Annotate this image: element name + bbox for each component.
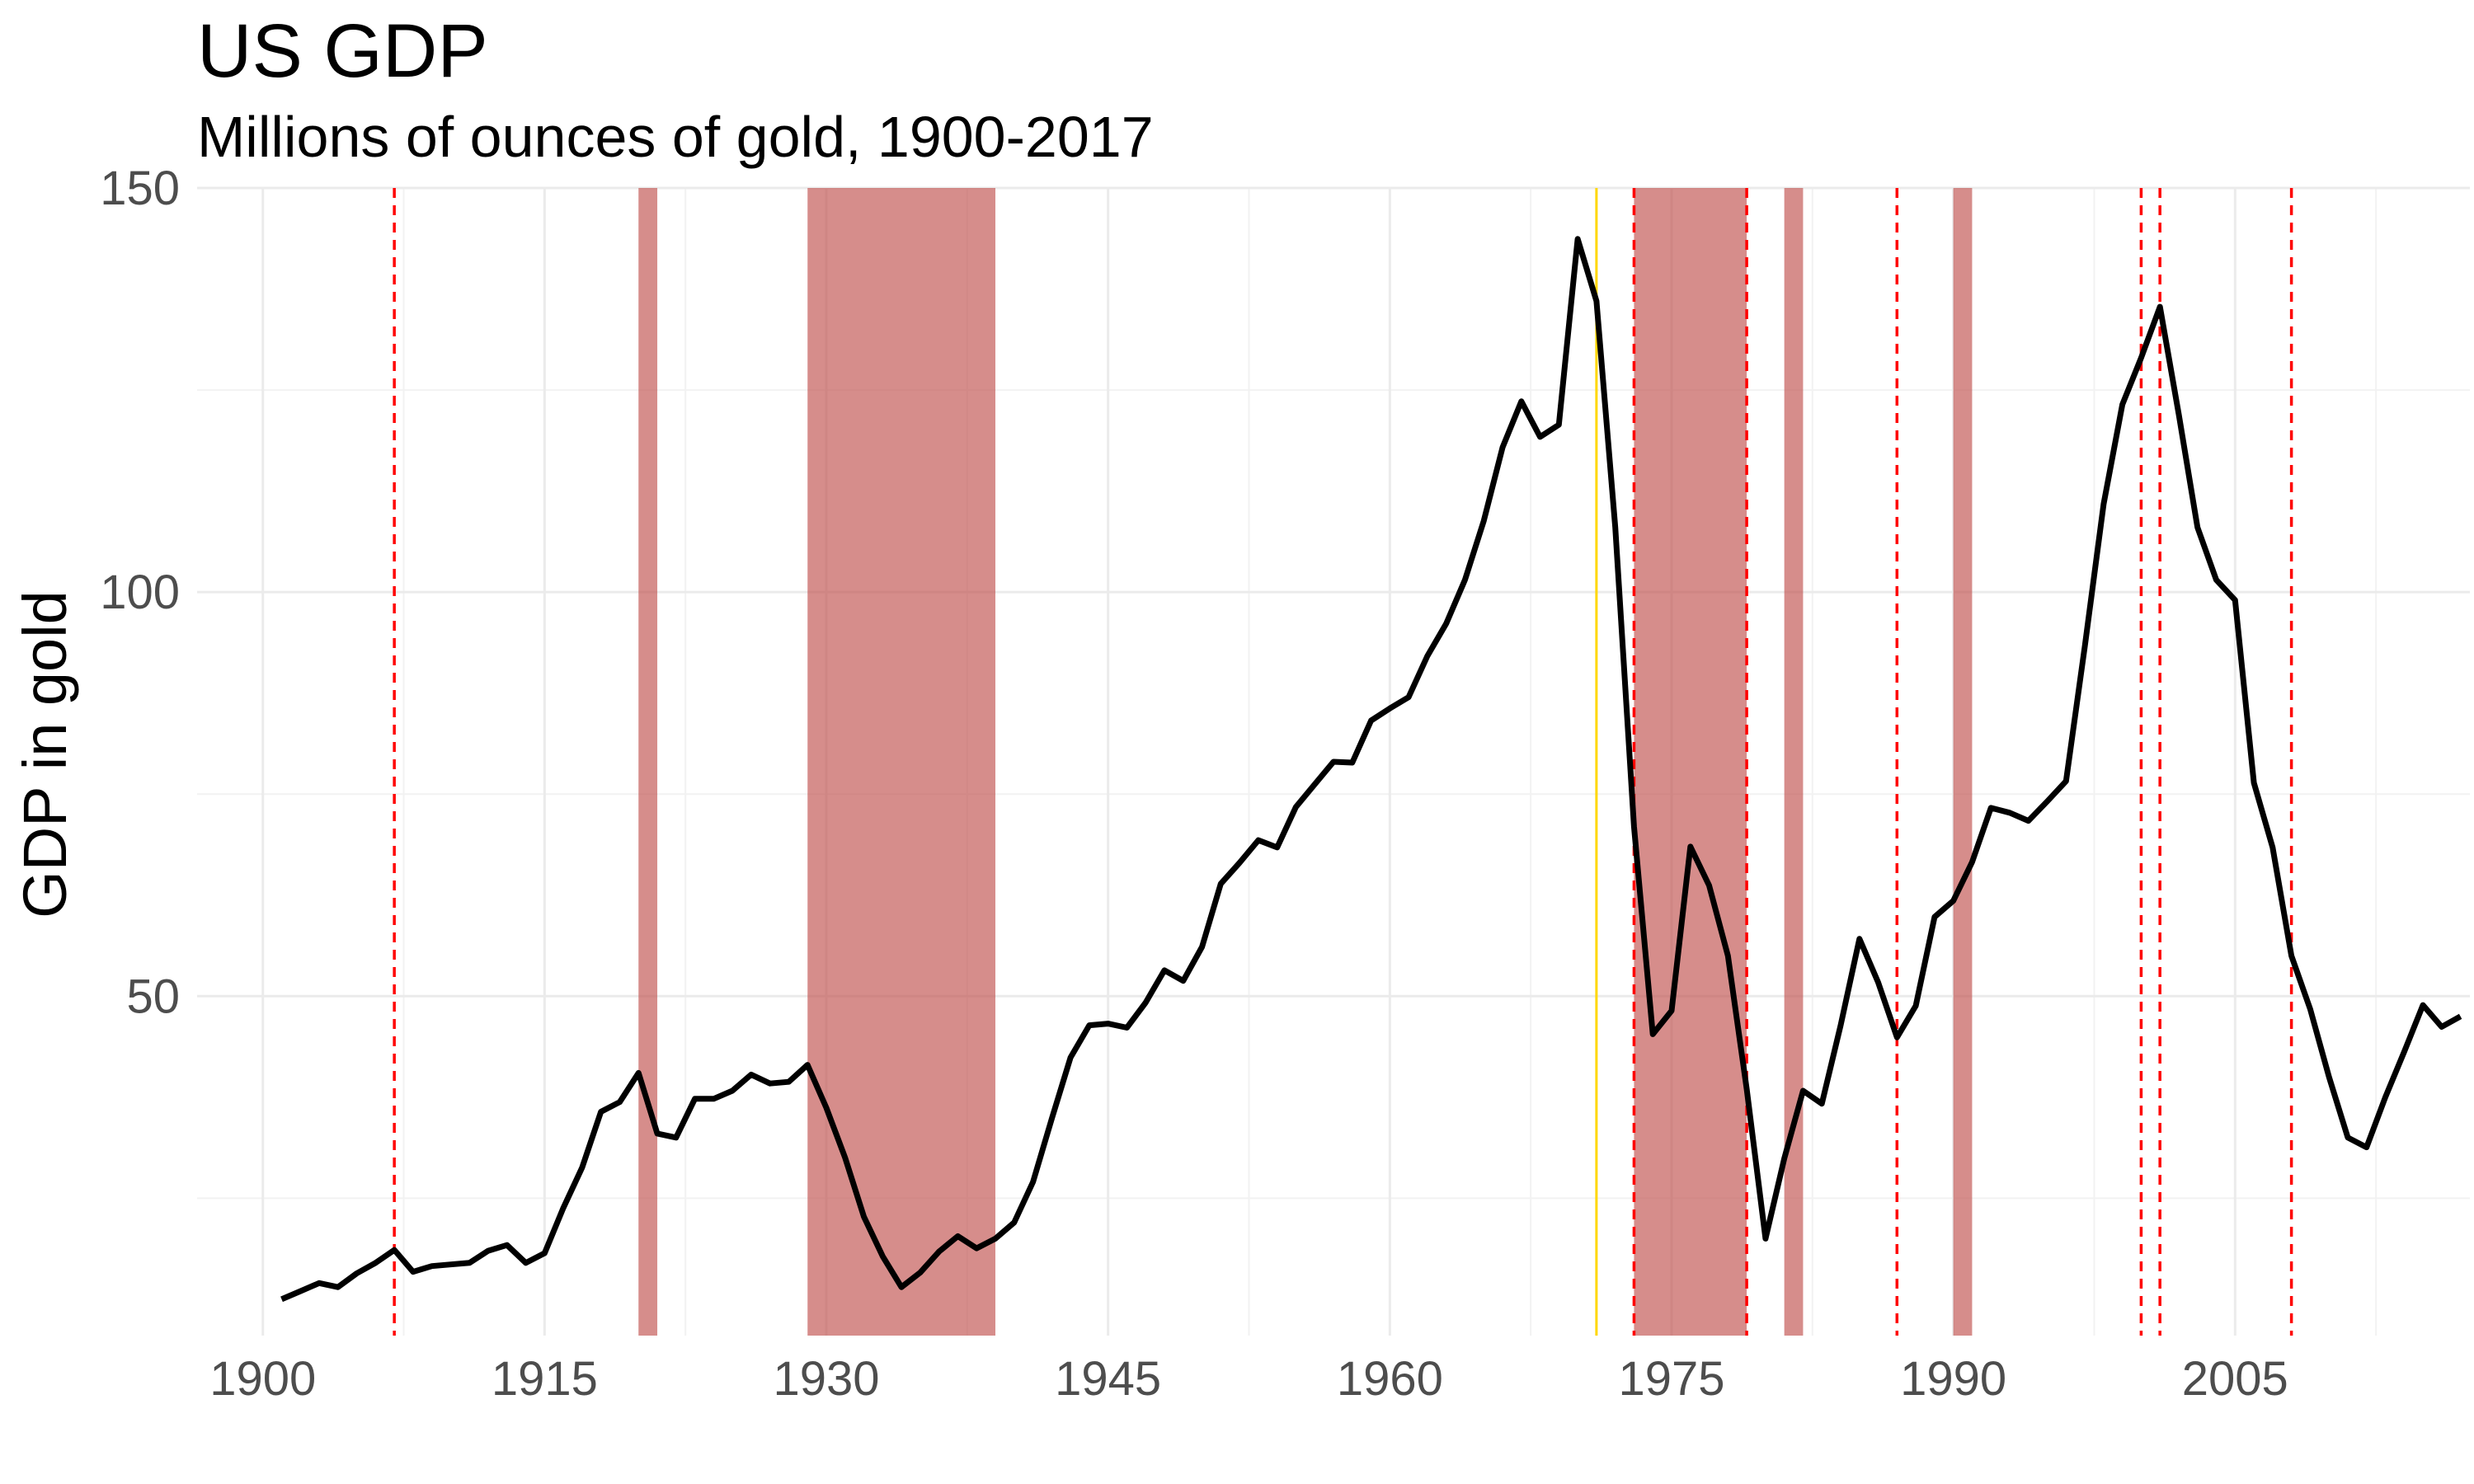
recession-band: [1784, 188, 1804, 1336]
y-axis-ticks: 50 100 150: [100, 162, 180, 1023]
y-tick-label: 150: [100, 162, 180, 215]
x-tick-label: 1975: [1618, 1352, 1724, 1406]
chart-title: US GDP: [197, 9, 488, 93]
x-tick-label: 1915: [492, 1352, 598, 1406]
x-tick-label: 1990: [1900, 1352, 2006, 1406]
series-layer: [280, 236, 2462, 1303]
x-tick-label: 1930: [774, 1352, 880, 1406]
y-tick-label: 50: [126, 970, 180, 1023]
recession-band: [1634, 188, 1747, 1336]
recession-band: [807, 188, 996, 1336]
recession-bands: [638, 188, 1973, 1336]
x-tick-label: 1945: [1055, 1352, 1161, 1406]
chart-subtitle: Millions of ounces of gold, 1900-2017: [197, 105, 1154, 169]
event-lines: [393, 188, 2293, 1336]
x-tick-label: 1960: [1337, 1352, 1443, 1406]
gdp-line: [280, 236, 2462, 1303]
y-tick-label: 100: [100, 566, 180, 619]
x-tick-label: 2005: [2182, 1352, 2288, 1406]
recession-band: [638, 188, 658, 1336]
recession-band: [1953, 188, 1973, 1336]
x-tick-label: 1900: [209, 1352, 316, 1406]
x-axis-ticks: 1900 1915 1930 1945 1960 1975 1990 2005: [209, 1352, 2288, 1406]
y-axis-label: GDP in gold: [11, 590, 79, 918]
